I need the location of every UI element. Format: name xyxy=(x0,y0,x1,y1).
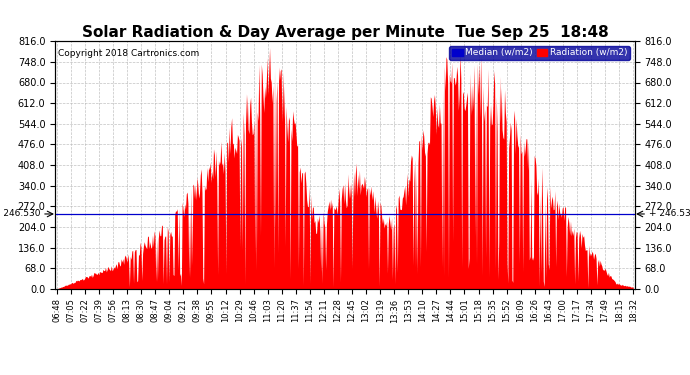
Title: Solar Radiation & Day Average per Minute  Tue Sep 25  18:48: Solar Radiation & Day Average per Minute… xyxy=(81,25,609,40)
Text: + 246.530: + 246.530 xyxy=(0,210,40,219)
Text: Copyright 2018 Cartronics.com: Copyright 2018 Cartronics.com xyxy=(58,49,199,58)
Text: + 246.530: + 246.530 xyxy=(649,210,690,219)
Legend: Median (w/m2), Radiation (w/m2): Median (w/m2), Radiation (w/m2) xyxy=(449,46,630,60)
